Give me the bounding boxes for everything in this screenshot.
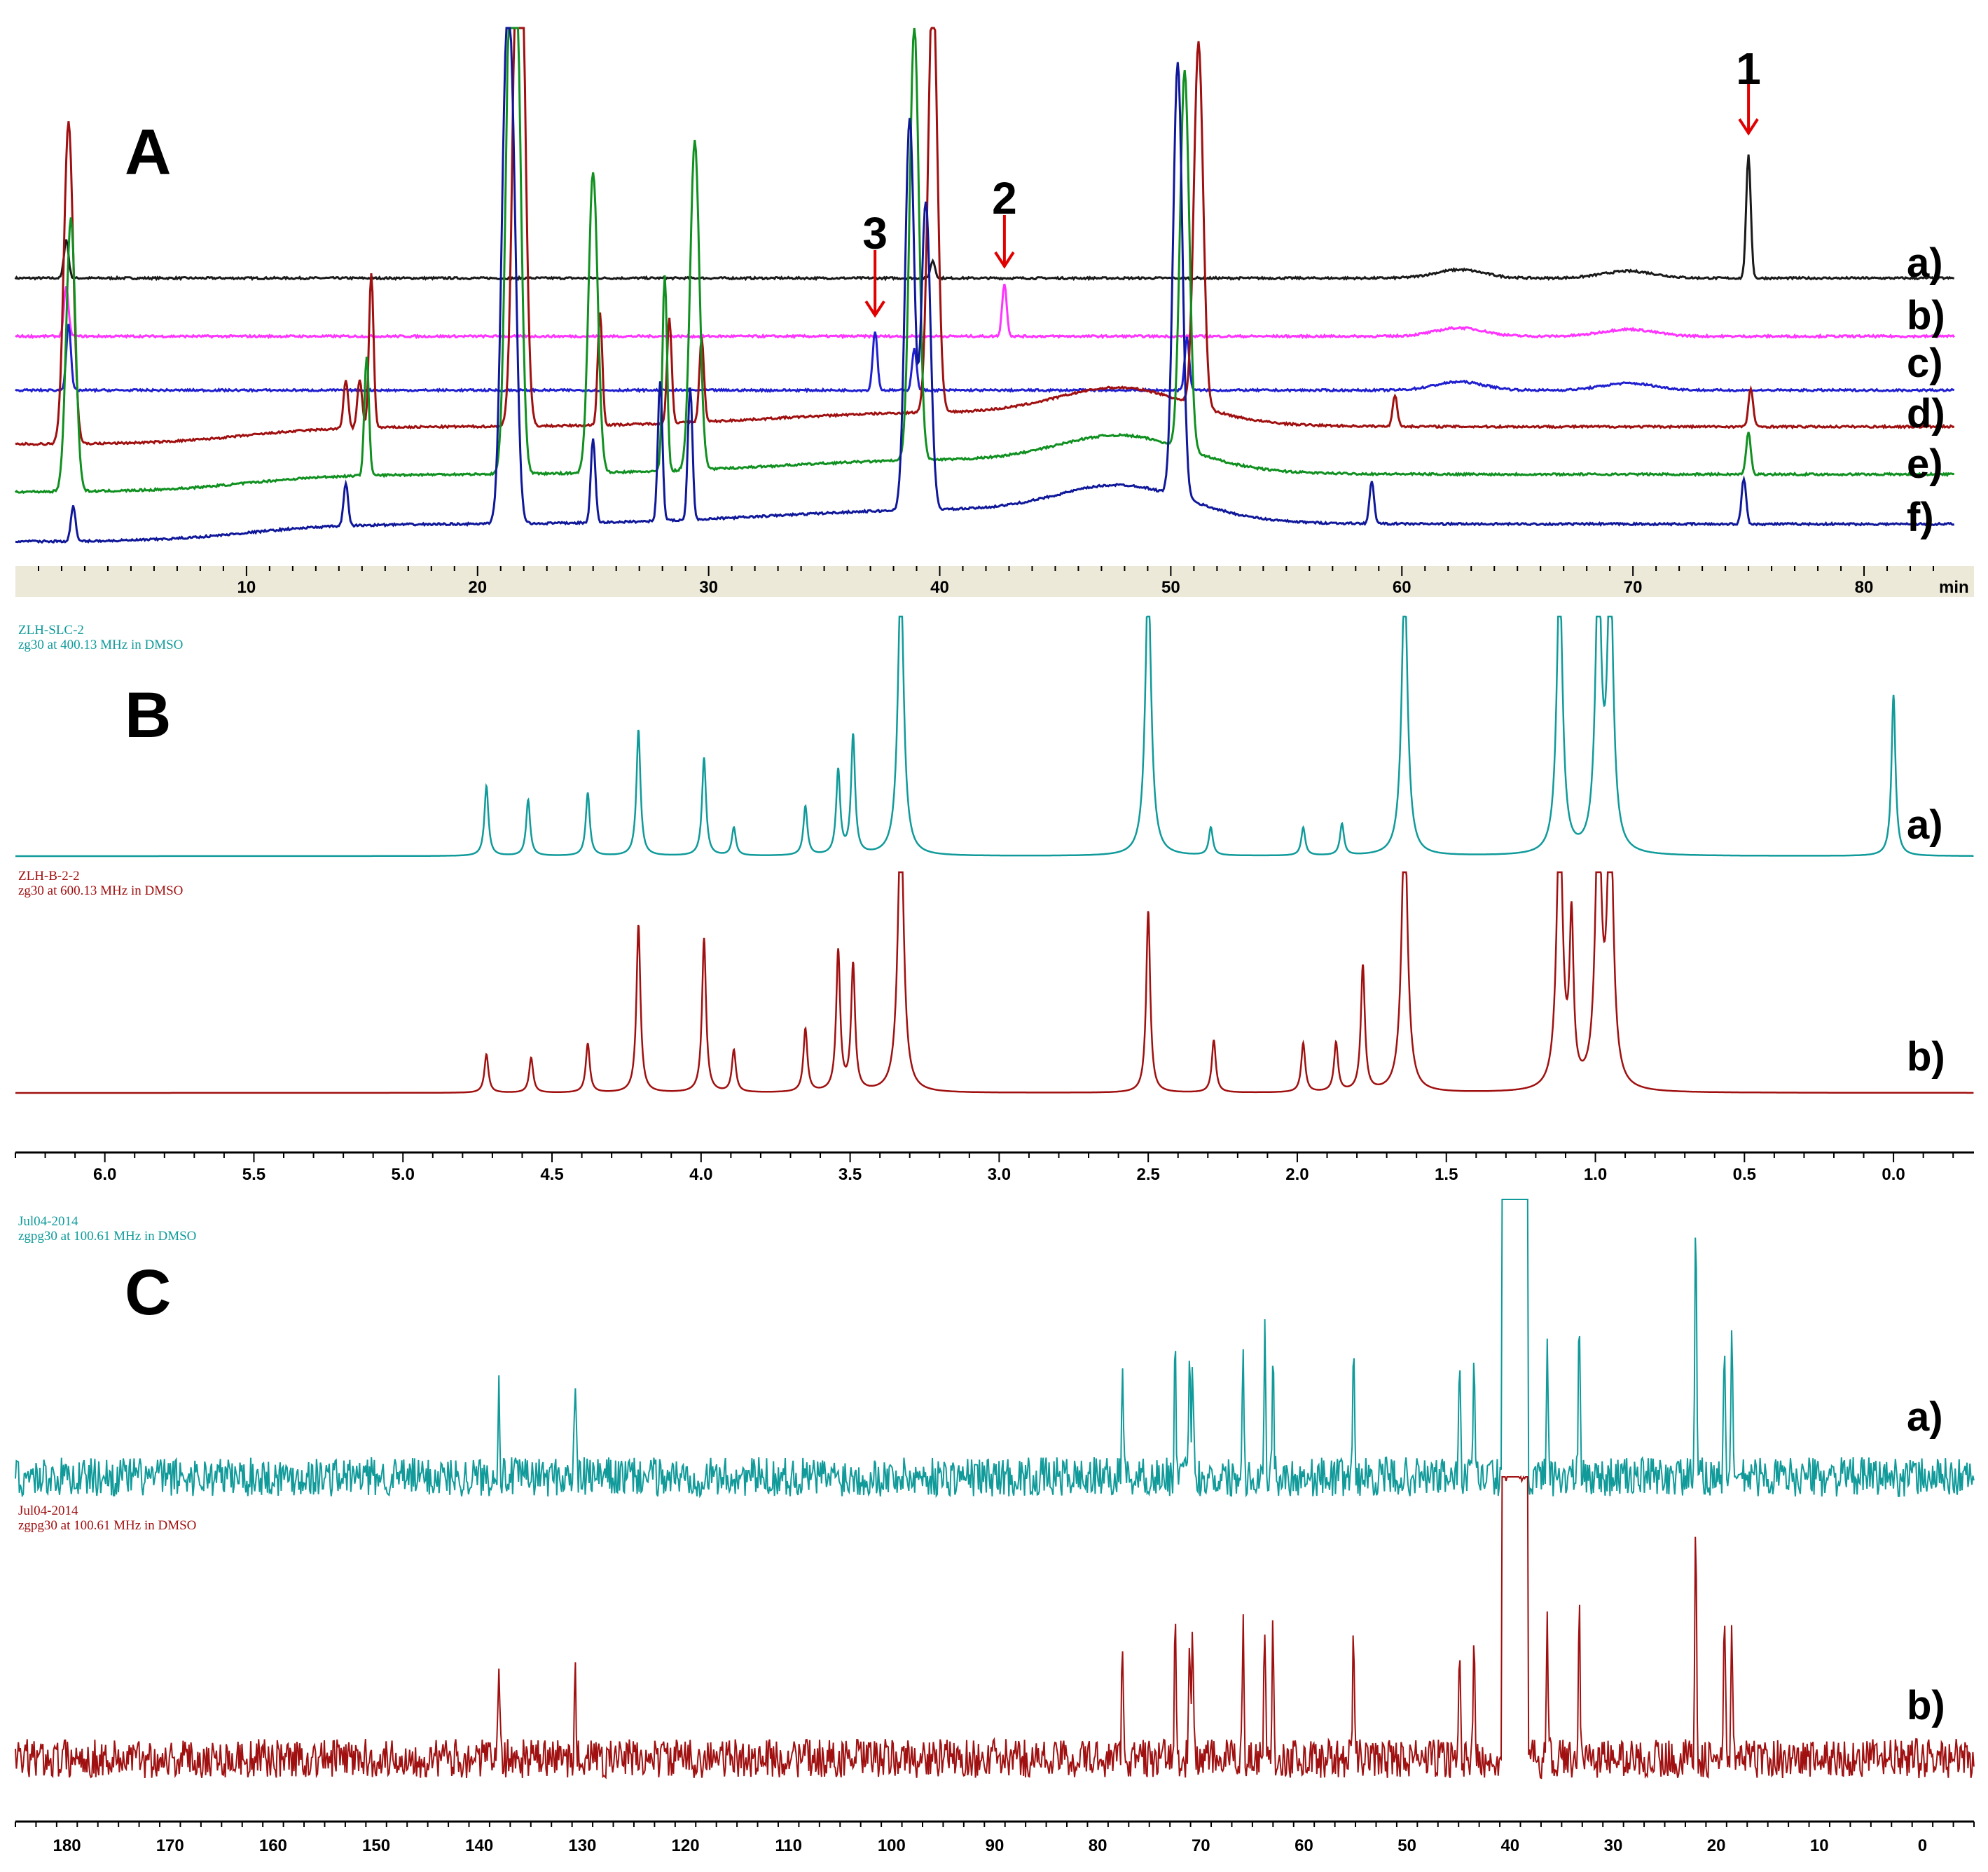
nmr-trace — [15, 1199, 1975, 1499]
tick-label: 10 — [1810, 1836, 1829, 1855]
panel-b-trace-labels: a) b) — [1907, 802, 1945, 1080]
panel-c-ppm-axis: 180 170 160 150 140 130 120 110 100 90 80 70 60 50 40 3… — [15, 1820, 1975, 1855]
axis-unit: min — [1939, 578, 1969, 597]
tick-label: 50 — [1397, 1836, 1416, 1855]
panel-b-header-b-line2: zg30 at 600.13 MHz in DMSO — [18, 883, 183, 898]
panel-a-peak-markers: 123 — [862, 43, 1761, 318]
panel-a-time-axis: 10 20 30 40 50 60 70 80 min — [15, 566, 1974, 597]
panel-c-header-a-line1: Jul04-2014 — [18, 1214, 78, 1229]
panel-b-letter: B — [125, 680, 171, 751]
panel-c: C Jul04-2014 zgpg30 at 100.61 MHz in DMS… — [15, 1199, 1975, 1855]
trace-label: d) — [1907, 391, 1945, 436]
tick-label: 60 — [1393, 578, 1411, 597]
tick-label: 50 — [1161, 578, 1180, 597]
trace-label: b) — [1907, 1683, 1945, 1728]
tick-label: 90 — [986, 1836, 1005, 1855]
nmr-trace — [15, 615, 1974, 858]
tick-label: 40 — [930, 578, 949, 597]
tick-label: 1.0 — [1584, 1165, 1607, 1184]
trace-label: b) — [1907, 1034, 1945, 1080]
panel-c-letter: C — [125, 1257, 171, 1328]
panel-a-trace-labels: a) b)c) d) e) f) — [1907, 240, 1945, 540]
panel-b: B ZLH-SLC-2 zg30 at 400.13 MHz in DMSO Z… — [15, 615, 1974, 1184]
tick-label: 4.0 — [689, 1165, 712, 1184]
panel-b-header-b-line1: ZLH-B-2-2 — [18, 869, 80, 883]
panel-c-header-b-line2: zgpg30 at 100.61 MHz in DMSO — [18, 1518, 196, 1533]
tick-label: 2.0 — [1285, 1165, 1309, 1184]
arrow-head — [1738, 118, 1759, 136]
tick-label: 60 — [1295, 1836, 1313, 1855]
chromatogram-trace — [14, 27, 1955, 495]
tick-label: 3.0 — [988, 1165, 1011, 1184]
panel-b-traces — [15, 615, 1974, 1094]
tick-label: 30 — [699, 578, 718, 597]
arrow-head — [864, 300, 885, 318]
trace-label: e) — [1907, 441, 1943, 487]
tick-label: 6.0 — [93, 1165, 116, 1184]
panel-c-header-b-line1: Jul04-2014 — [18, 1503, 78, 1518]
tick-label: 80 — [1855, 578, 1874, 597]
panel-b-ppm-axis: 6.0 5.5 5.0 4.5 4.0 3.5 3.0 2.5 2.0 1.5 1.0 0.5 0.0 — [15, 1151, 1974, 1184]
tick-label: 70 — [1624, 578, 1643, 597]
tick-label: 30 — [1604, 1836, 1623, 1855]
panel-b-header-a-line2: zg30 at 400.13 MHz in DMSO — [18, 638, 183, 652]
tick-label: 0 — [1918, 1836, 1927, 1855]
tick-label: 160 — [259, 1836, 287, 1855]
tick-label: 3.5 — [838, 1165, 862, 1184]
tick-label: 170 — [156, 1836, 184, 1855]
tick-label: 140 — [465, 1836, 493, 1855]
nmr-trace — [15, 871, 1974, 1094]
tick-label: 2.5 — [1136, 1165, 1159, 1184]
panel-c-trace-labels: a) b) — [1907, 1394, 1945, 1728]
tick-label: 5.0 — [392, 1165, 415, 1184]
trace-label: a) — [1907, 240, 1943, 286]
chromatogram-trace — [14, 154, 1955, 282]
trace-label: a) — [1907, 802, 1943, 848]
tick-label: 20 — [1707, 1836, 1726, 1855]
panel-c-traces — [15, 1199, 1975, 1780]
chromatogram-trace — [15, 324, 1955, 394]
tick-label: 80 — [1089, 1836, 1107, 1855]
chromatogram-trace — [15, 284, 1955, 340]
tick-label: 70 — [1192, 1836, 1210, 1855]
tick-label: 110 — [775, 1836, 802, 1855]
chromatogram-trace — [15, 27, 1955, 544]
trace-label: c) — [1907, 340, 1943, 386]
nmr-trace — [15, 1475, 1975, 1780]
tick-label: 4.5 — [540, 1165, 563, 1184]
tick-label: 150 — [362, 1836, 390, 1855]
panel-a-traces — [14, 27, 1955, 544]
tick-label: 0.0 — [1882, 1165, 1905, 1184]
chromatogram-trace — [15, 27, 1955, 446]
tick-label: 40 — [1500, 1836, 1519, 1855]
panel-a: A 123 a) b)c) d) e) f) 10 20 30 40 50 60 70 80 min — [14, 27, 1974, 597]
tick-label: 10 — [237, 578, 256, 597]
panel-b-header-a-line1: ZLH-SLC-2 — [18, 623, 84, 638]
tick-label: 20 — [468, 578, 487, 597]
tick-label: 100 — [878, 1836, 906, 1855]
axis-band — [15, 566, 1974, 597]
panel-a-letter: A — [125, 116, 171, 188]
tick-label: 5.5 — [242, 1165, 265, 1184]
tick-label: 180 — [53, 1836, 81, 1855]
trace-label: b) — [1907, 293, 1945, 338]
trace-label: a) — [1907, 1394, 1943, 1440]
tick-label: 0.5 — [1733, 1165, 1756, 1184]
panel-c-header-a-line2: zgpg30 at 100.61 MHz in DMSO — [18, 1229, 196, 1244]
tick-label: 1.5 — [1435, 1165, 1458, 1184]
trace-label: f) — [1907, 495, 1934, 540]
arrow-head — [994, 251, 1015, 269]
tick-label: 130 — [568, 1836, 596, 1855]
tick-label: 120 — [672, 1836, 700, 1855]
